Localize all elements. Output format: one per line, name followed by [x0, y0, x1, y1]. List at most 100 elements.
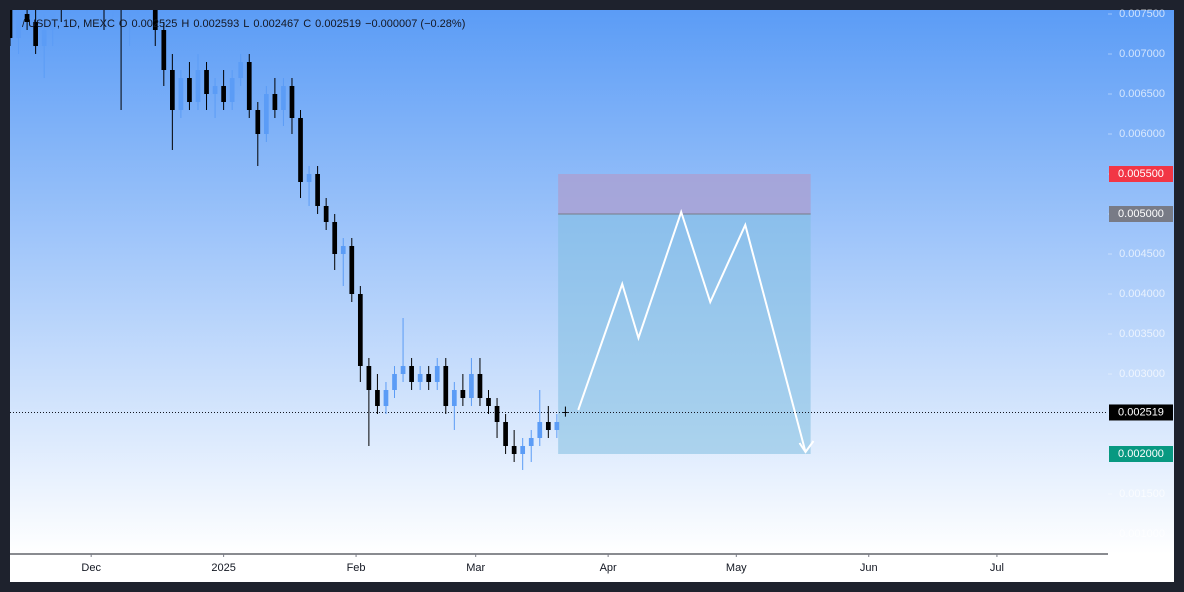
x-tick-label: 2025: [211, 562, 235, 574]
candle-body: [263, 94, 269, 134]
candle-body: [281, 86, 286, 110]
y-tick-label: 0.001500: [1119, 488, 1165, 500]
field-key: C: [303, 18, 311, 30]
candle-body: [520, 446, 526, 454]
y-tick-label: 0.004000: [1119, 288, 1165, 300]
legend-header: / USDT, 1D, MEXC O 0.002525 H 0.002593 L 0.002…: [22, 18, 465, 30]
projection-arrowhead: [798, 440, 815, 454]
candle-body: [16, 14, 21, 38]
candle-body: [469, 374, 474, 398]
candle-body: [24, 14, 30, 22]
candle-body: [426, 374, 432, 382]
candle-body: [306, 174, 312, 182]
x-tick-label: Mar: [466, 562, 485, 574]
y-tick-label: 0.003500: [1119, 328, 1165, 340]
candle-body: [246, 62, 252, 110]
candle-body: [50, 10, 56, 31]
candle-body: [289, 86, 295, 118]
candle-body: [375, 390, 380, 406]
candle-body: [10, 10, 13, 38]
candle-body: [323, 206, 329, 222]
price-badge: [1109, 446, 1173, 462]
candle-body: [511, 446, 517, 454]
candle-body: [255, 110, 261, 134]
x-tick-label: May: [726, 562, 747, 574]
candle-body: [434, 366, 440, 382]
candle-body: [41, 30, 47, 46]
candle-body: [298, 118, 303, 182]
price-badge-label: 0.005000: [1118, 208, 1164, 220]
candle-body: [212, 86, 218, 94]
candle-body: [204, 70, 209, 94]
candle-body: [554, 422, 560, 430]
candle-body: [357, 294, 363, 366]
candle-body: [238, 62, 244, 78]
y-tick-label: 0.003000: [1119, 368, 1165, 380]
candle-body: [383, 390, 389, 406]
candle-body: [400, 366, 406, 374]
candle-body: [349, 246, 355, 294]
candle-body: [537, 422, 543, 438]
candle-body: [563, 412, 568, 413]
stop-zone: [558, 174, 811, 214]
price-badge: [1109, 166, 1173, 182]
field-value: 0.002519: [315, 18, 361, 30]
candle-body: [477, 374, 483, 398]
candle-body: [221, 86, 226, 102]
candle-body: [443, 366, 449, 406]
price-badge: [1109, 206, 1173, 222]
candle-body: [187, 78, 192, 102]
x-tick-label: Jul: [990, 562, 1004, 574]
field-value: 0.002593: [193, 18, 239, 30]
candle-body: [494, 406, 500, 422]
candle-body: [417, 374, 423, 382]
projection-line: [577, 208, 807, 453]
candle-body: [503, 422, 508, 446]
field-key: L: [243, 18, 249, 30]
candle-body: [460, 390, 466, 398]
y-tick-label: 0.006500: [1119, 88, 1165, 100]
y-tick-label: 0.001000: [1119, 528, 1165, 540]
field-value: 0.002467: [253, 18, 299, 30]
candle-body: [178, 78, 184, 110]
change: −0.000007 (−0.28%): [365, 18, 465, 30]
candle-body: [332, 222, 338, 254]
candle-body: [366, 366, 372, 390]
candle-body: [170, 70, 175, 110]
plot: [10, 10, 1108, 470]
candle-body: [33, 22, 38, 46]
x-tick-label: Feb: [347, 562, 366, 574]
price-badge-label: 0.002000: [1118, 448, 1164, 460]
price-badge-label: 0.002519: [1118, 406, 1164, 418]
candle-body: [152, 10, 158, 30]
y-tick-label: 0.007000: [1119, 48, 1165, 60]
field-value: 0.002525: [131, 18, 177, 30]
candle-body: [161, 30, 167, 70]
axes: 0.0010000.0015000.0020000.0025000.003000…: [81, 8, 1173, 574]
price-badge-label: 0.005500: [1118, 168, 1164, 180]
field-key: O: [119, 18, 128, 30]
x-tick-label: Dec: [81, 562, 101, 574]
candle-body: [229, 78, 235, 102]
candle-body: [486, 398, 491, 406]
symbol: / USDT, 1D, MEXC: [22, 18, 115, 30]
candle-body: [545, 422, 551, 430]
candle-body: [528, 438, 534, 446]
y-tick-label: 0.004500: [1119, 248, 1165, 260]
candle-body: [392, 374, 397, 390]
target-zone: [558, 214, 811, 454]
candle-body: [409, 366, 414, 382]
price-badge: [1109, 404, 1173, 421]
x-tick-label: Apr: [600, 562, 617, 574]
time-axis-background: [10, 554, 1174, 582]
y-tick-label: 0.006000: [1119, 128, 1165, 140]
candle-body: [451, 390, 457, 406]
y-tick-label: 0.007500: [1119, 8, 1165, 20]
field-key: H: [181, 18, 189, 30]
x-tick-label: Jun: [860, 562, 878, 574]
candle-body: [340, 246, 346, 254]
candle-body: [272, 94, 278, 110]
candle-body: [315, 174, 320, 206]
candle-body: [195, 70, 201, 102]
